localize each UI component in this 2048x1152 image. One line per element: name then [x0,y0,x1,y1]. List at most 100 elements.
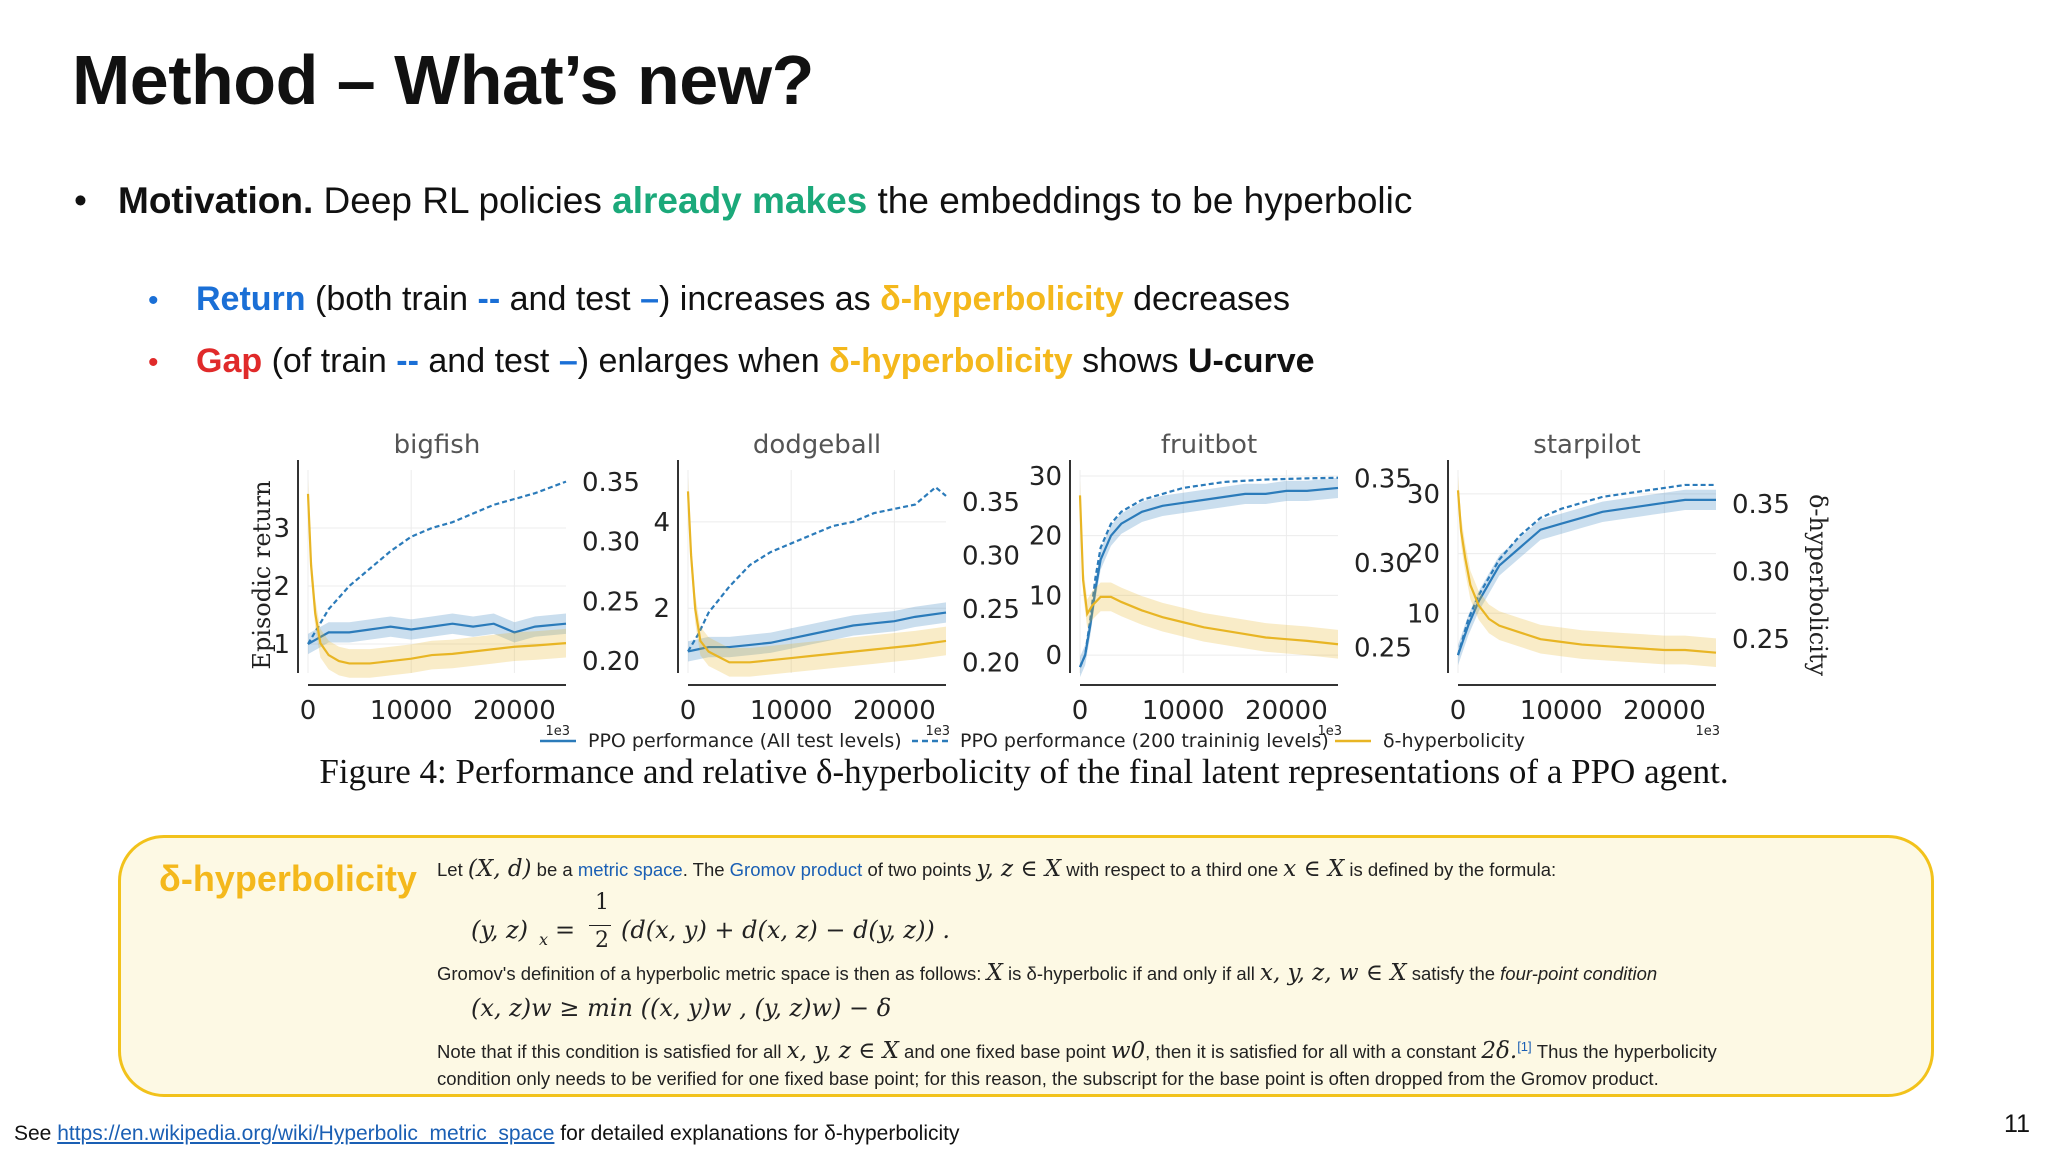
caption-text: Performance and relative δ-hyperbolicity… [446,752,1729,791]
formula-eq: = [555,916,576,944]
y2-tick-label: 0.25 [582,587,640,617]
gap-text: (of train [262,342,397,380]
four-point-formula: (x, z)w ≥ min ((x, y)w , (y, z)w) − δ [471,994,892,1022]
x-tick-label: 10000 [750,696,833,726]
x-tick-label: 20000 [1245,696,1328,726]
panel-title: bigfish [394,430,481,460]
math: y, z ∈ X [976,856,1062,882]
confidence-band [1080,477,1338,678]
y-tick-label: 30 [1407,480,1440,510]
y2-tick-label: 0.35 [1354,464,1412,494]
confidence-band [308,479,566,678]
gap-text: and test [418,342,559,380]
fraction-bar [589,925,611,926]
train-dash: -- [396,342,419,380]
text: Gromov's definition of a hyperbolic metr… [437,963,987,984]
motivation-post: the embeddings to be hyperbolic [867,180,1413,221]
confidence-band [688,477,946,677]
text: , then it is satisfied for all with a co… [1145,1041,1482,1062]
x-unit-label: 1e3 [925,724,950,739]
confidence-band [1458,475,1716,668]
gromov-product-link[interactable]: Gromov product [729,859,863,880]
panel-title: starpilot [1533,430,1640,460]
metric-space-link[interactable]: metric space [577,859,683,880]
motivation-lead: Motivation. [118,180,314,221]
figure-caption: Figure 4: Performance and relative δ-hyp… [0,752,2048,792]
y-tick-label: 20 [1407,540,1440,570]
y-tick-label: 2 [273,572,290,602]
y2-axis-label: δ-hyperbolicity [1804,494,1832,677]
x-tick-label: 20000 [853,696,936,726]
test-dash: – [558,342,578,380]
confidence-band [308,613,566,655]
math: (X, d) [467,856,532,882]
motivation-bullet: • Motivation. Deep RL policies already ma… [74,180,1412,222]
fraction-denominator: 2 [595,928,609,953]
delta-term: δ-hyperbolicity [829,342,1073,380]
motivation-highlight: already makes [612,180,868,221]
series-line [1456,490,1717,654]
slide-title: Method – What’s new? [72,41,814,119]
math: x ∈ X [1283,856,1345,882]
math: x, y, z ∈ X [786,1038,899,1064]
reference-link[interactable]: [1] [1517,1038,1532,1054]
definition-line-2: Gromov's definition of a hyperbolic metr… [437,960,1657,986]
y2-tick-label: 0.25 [962,595,1020,625]
fraction-numerator: 1 [595,890,609,915]
legend: PPO performance (All test levels) PPO per… [540,730,1525,752]
text: with respect to a third one [1061,859,1284,880]
y2-tick-label: 0.30 [582,528,640,558]
return-bullet: • Return (both train -- and test –) incre… [148,280,1290,319]
series-line [687,485,947,652]
formula-lhs: (y, z) [471,916,528,944]
gap-text: ) enlarges when [577,342,830,380]
y2-tick-label: 0.20 [962,648,1020,678]
wikipedia-link[interactable]: https://en.wikipedia.org/wiki/Hyperbolic… [57,1122,555,1145]
return-word: Return [196,280,306,318]
y2-tick-label: 0.20 [582,647,640,677]
return-text: decreases [1123,280,1290,318]
motivation-pre: Deep RL policies [313,180,613,221]
bullet-dot: • [148,284,159,317]
gap-word: Gap [196,342,263,380]
series-line [687,611,947,653]
series-line [1078,486,1339,668]
u-curve-term: U-curve [1187,342,1315,380]
y2-tick-label: 0.30 [962,541,1020,571]
x-tick-label: 20000 [1623,696,1706,726]
gap-text: shows [1072,342,1188,380]
series-line [1078,495,1339,646]
x-unit-label: 1e3 [545,724,570,739]
bullet-dot: • [74,180,87,221]
text: of two points [862,859,977,880]
math: 2δ. [1481,1038,1518,1064]
gap-bullet: • Gap (of train -- and test –) enlarges w… [148,342,1315,381]
legend-label: PPO performance (All test levels) [588,730,902,752]
series-line [1456,498,1716,656]
bullet-dot: • [148,346,159,379]
series-line [307,622,567,645]
test-dash: – [640,280,659,318]
y2-tick-label: 0.35 [582,468,640,498]
footer-text: for detailed explanations for δ-hyperbol… [554,1122,960,1145]
series-line [307,480,567,645]
text: Note that if this condition is satisfied… [437,1041,787,1062]
math: x, y, z, w ∈ X [1259,960,1407,986]
train-dash: -- [477,280,501,318]
x-tick-label: 0 [680,696,697,726]
text: Let [437,859,468,880]
text: be a [531,859,578,880]
series-line [1456,483,1716,656]
x-tick-label: 10000 [1520,696,1603,726]
y2-tick-label: 0.30 [1732,558,1790,588]
y-tick-label: 1 [273,630,290,660]
return-text: ) increases as [659,280,881,318]
caption-label: Figure 4: [319,752,447,791]
y-tick-label: 20 [1029,522,1062,552]
y2-tick-label: 0.25 [1732,625,1790,655]
page-number: 11 [2004,1110,2030,1138]
footer-note: See https://en.wikipedia.org/wiki/Hyperb… [14,1122,960,1146]
